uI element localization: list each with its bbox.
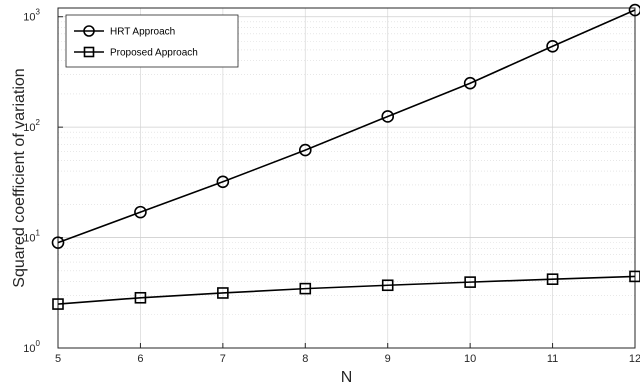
data-point <box>134 291 147 304</box>
x-tick-label: 5 <box>55 353 61 365</box>
x-tick-label: 7 <box>220 353 226 365</box>
legend-entry: Proposed Approach <box>74 46 198 59</box>
y-axis-ticks: 100 101 102 103 <box>23 8 63 355</box>
data-point <box>381 110 395 123</box>
legend-marker <box>83 46 95 58</box>
x-tick-label: 12 <box>629 353 640 365</box>
data-point <box>216 175 230 189</box>
x-tick-label: 6 <box>137 353 143 365</box>
series-line <box>57 275 636 305</box>
legend-entry: HRT Approach <box>74 25 175 38</box>
x-tick-label: 10 <box>464 353 476 365</box>
data-point <box>51 236 65 249</box>
data-point <box>463 76 477 90</box>
minor-grid <box>58 21 635 316</box>
legend: HRT Approach Proposed Approach <box>65 14 239 68</box>
y-axis-label: Squared coefficient of variation <box>11 68 28 287</box>
series-layer <box>51 3 640 310</box>
legend-label: HRT Approach <box>110 27 175 38</box>
data-point <box>217 287 229 299</box>
series-2 <box>52 270 640 310</box>
data-point <box>546 273 559 285</box>
y-tick-label: 100 <box>23 339 40 355</box>
y-tick-label: 101 <box>23 229 40 245</box>
x-tick-label: 11 <box>547 353 558 365</box>
x-axis-ticks: 5 6 7 8 9 10 11 12 <box>55 343 640 365</box>
y-tick-label: 103 <box>23 8 40 24</box>
plot-frame <box>57 7 636 349</box>
series-1 <box>51 3 640 249</box>
x-axis-label: N <box>341 369 353 386</box>
data-point <box>298 143 312 157</box>
data-point <box>381 279 394 292</box>
data-point <box>134 205 147 219</box>
data-point <box>628 3 640 17</box>
legend-marker <box>83 25 95 37</box>
x-tick-label: 9 <box>385 353 391 365</box>
y-tick-label: 102 <box>23 118 40 134</box>
data-point <box>52 298 64 310</box>
x-tick-label: 8 <box>302 353 308 365</box>
data-point <box>629 270 640 283</box>
series-line <box>57 9 636 244</box>
data-point <box>464 276 476 288</box>
legend-label: Proposed Approach <box>110 48 198 59</box>
data-point <box>299 282 312 295</box>
legend-box <box>65 14 239 68</box>
data-point <box>546 39 559 53</box>
